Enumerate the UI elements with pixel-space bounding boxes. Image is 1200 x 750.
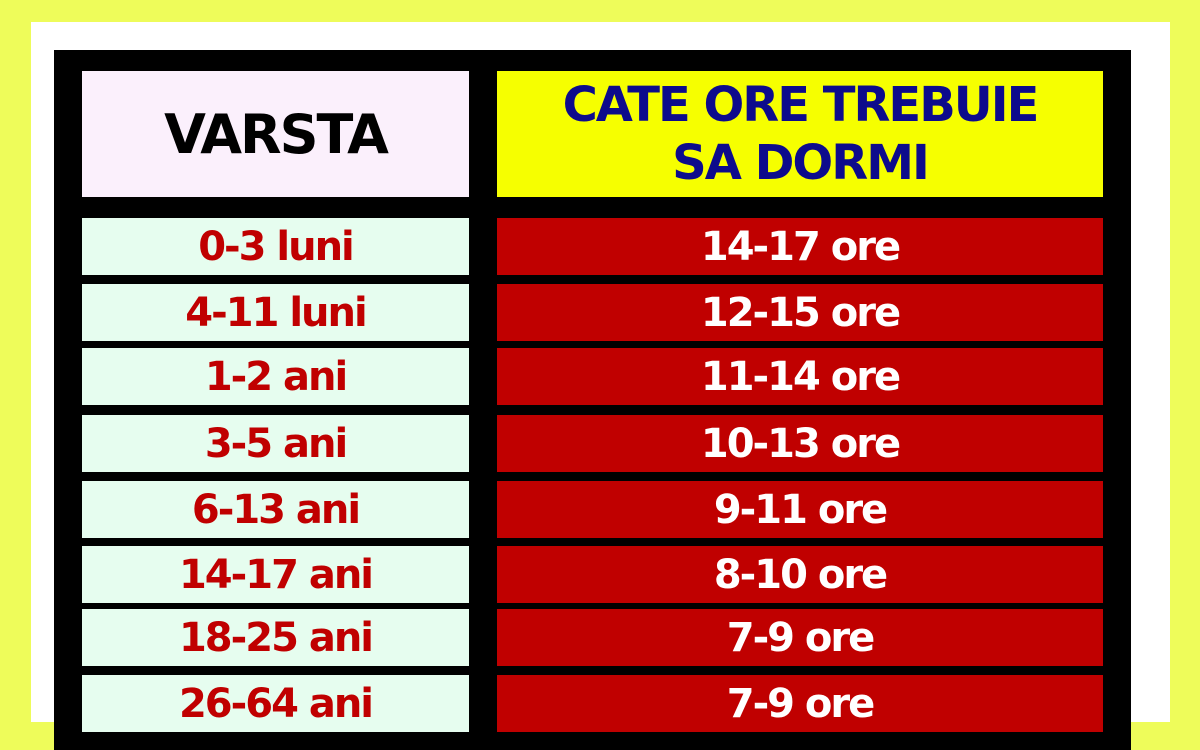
- age-cell: 18-25 ani: [82, 609, 469, 666]
- hours-cell: 7-9 ore: [497, 675, 1103, 732]
- hours-cell: 14-17 ore: [497, 218, 1103, 275]
- age-cell: 0-3 luni: [82, 218, 469, 275]
- age-cell: 26-64 ani: [82, 675, 469, 732]
- header-hours: CATE ORE TREBUIE SA DORMI: [497, 71, 1103, 197]
- age-cell: 4-11 luni: [82, 284, 469, 341]
- hours-cell: 10-13 ore: [497, 415, 1103, 472]
- hours-cell: 11-14 ore: [497, 348, 1103, 405]
- hours-cell: 8-10 ore: [497, 546, 1103, 603]
- header-age: VARSTA: [82, 71, 469, 197]
- hours-cell: 12-15 ore: [497, 284, 1103, 341]
- hours-cell: 7-9 ore: [497, 609, 1103, 666]
- age-cell: 1-2 ani: [82, 348, 469, 405]
- age-cell: 14-17 ani: [82, 546, 469, 603]
- hours-cell: 9-11 ore: [497, 481, 1103, 538]
- age-cell: 6-13 ani: [82, 481, 469, 538]
- age-cell: 3-5 ani: [82, 415, 469, 472]
